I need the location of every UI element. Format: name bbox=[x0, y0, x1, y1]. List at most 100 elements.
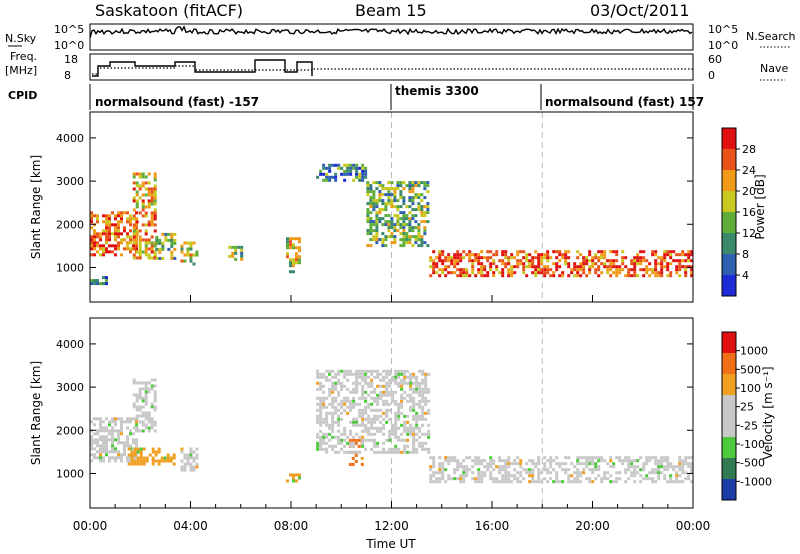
echo-cell bbox=[480, 474, 484, 478]
echo-cell bbox=[405, 223, 409, 227]
echo-cell bbox=[516, 250, 520, 254]
echo-cell bbox=[504, 480, 508, 484]
echo-cell bbox=[657, 271, 661, 275]
echo-cell bbox=[429, 265, 433, 269]
echo-cell bbox=[483, 268, 487, 272]
echo-cell bbox=[372, 202, 376, 206]
echo-cell bbox=[400, 402, 404, 406]
echo-cell bbox=[421, 417, 425, 421]
echo-cell bbox=[546, 265, 550, 269]
echo-cell bbox=[369, 232, 373, 236]
echo-cell bbox=[612, 262, 616, 266]
echo-cell bbox=[319, 396, 323, 400]
echo-cell bbox=[684, 459, 688, 463]
echo-cell bbox=[519, 262, 523, 266]
echo-cell bbox=[372, 235, 376, 239]
echo-cell bbox=[370, 396, 374, 400]
echo-cell bbox=[400, 411, 404, 415]
echo-cell bbox=[654, 265, 658, 269]
echo-region bbox=[429, 456, 694, 484]
echo-cell bbox=[549, 274, 553, 278]
echo-cell bbox=[477, 474, 481, 478]
echo-cell bbox=[681, 250, 685, 254]
echo-cell bbox=[346, 169, 350, 173]
echo-cell bbox=[543, 256, 547, 260]
echo-cell bbox=[337, 402, 341, 406]
echo-cell bbox=[474, 256, 478, 260]
echo-cell bbox=[370, 417, 374, 421]
echo-cell bbox=[564, 256, 568, 260]
echo-cell bbox=[427, 450, 431, 454]
echo-cell bbox=[531, 265, 535, 269]
echo-cell bbox=[669, 274, 673, 278]
echo-cell bbox=[126, 211, 129, 215]
echo-cell bbox=[126, 241, 129, 245]
echo-cell bbox=[138, 241, 142, 245]
echo-cell bbox=[126, 435, 129, 439]
echo-cell bbox=[120, 238, 123, 242]
echo-cell bbox=[285, 246, 289, 250]
echo-cell bbox=[477, 253, 481, 257]
echo-cell bbox=[382, 399, 386, 403]
echo-cell bbox=[141, 238, 145, 242]
echo-cell bbox=[105, 438, 108, 442]
echo-cell bbox=[346, 163, 350, 167]
colorbar-tick-label: 8 bbox=[742, 248, 749, 261]
echo-cell bbox=[418, 384, 422, 388]
echo-cell bbox=[240, 257, 244, 261]
echo-cell bbox=[153, 396, 157, 400]
echo-cell bbox=[675, 480, 679, 484]
echo-cell bbox=[385, 390, 389, 394]
echo-cell bbox=[381, 244, 385, 248]
echo-cell bbox=[427, 408, 431, 412]
echo-cell bbox=[492, 477, 496, 481]
echo-cell bbox=[328, 166, 332, 170]
echo-cell bbox=[423, 184, 427, 188]
echo-cell bbox=[427, 447, 431, 451]
echo-cell bbox=[123, 420, 126, 424]
echo-cell bbox=[403, 369, 407, 373]
echo-cell bbox=[352, 396, 356, 400]
echo-cell bbox=[120, 214, 123, 218]
echo-cell bbox=[141, 199, 145, 203]
echo-cell bbox=[355, 387, 359, 391]
echo-cell bbox=[549, 256, 553, 260]
echo-cell bbox=[349, 390, 353, 394]
echo-cell bbox=[117, 435, 120, 439]
echo-cell bbox=[126, 232, 129, 236]
echo-cell bbox=[406, 426, 410, 430]
echo-cell bbox=[624, 456, 628, 460]
echo-cell bbox=[346, 441, 350, 445]
echo-cell bbox=[465, 253, 469, 257]
echo-cell bbox=[322, 390, 326, 394]
echo-cell bbox=[381, 232, 385, 236]
echo-cell bbox=[573, 274, 577, 278]
echo-cell bbox=[111, 250, 114, 254]
echo-cell bbox=[228, 245, 232, 249]
echo-cell bbox=[331, 420, 335, 424]
echo-cell bbox=[429, 465, 433, 469]
echo-cell bbox=[105, 235, 108, 239]
echo-cell bbox=[681, 471, 685, 475]
echo-cell bbox=[609, 268, 613, 272]
y-tick-label: 2000 bbox=[56, 424, 84, 437]
echo-cell bbox=[135, 429, 139, 433]
echo-cell bbox=[417, 238, 421, 242]
echo-cell bbox=[138, 172, 142, 176]
echo-cell bbox=[147, 256, 151, 260]
echo-cell bbox=[369, 226, 373, 230]
echo-cell bbox=[453, 471, 457, 475]
echo-cell bbox=[189, 241, 193, 245]
echo-cell bbox=[99, 456, 102, 460]
echo-cell bbox=[352, 178, 356, 182]
x-tick-label: 04:00 bbox=[173, 519, 208, 533]
echo-cell bbox=[133, 462, 137, 466]
echo-cell bbox=[507, 459, 511, 463]
echo-cell bbox=[367, 426, 371, 430]
echo-cell bbox=[480, 477, 484, 481]
echo-cell bbox=[480, 268, 484, 272]
echo-cell bbox=[331, 447, 335, 451]
echo-cell bbox=[319, 447, 323, 451]
echo-cell bbox=[633, 468, 637, 472]
echo-cell bbox=[576, 462, 580, 466]
